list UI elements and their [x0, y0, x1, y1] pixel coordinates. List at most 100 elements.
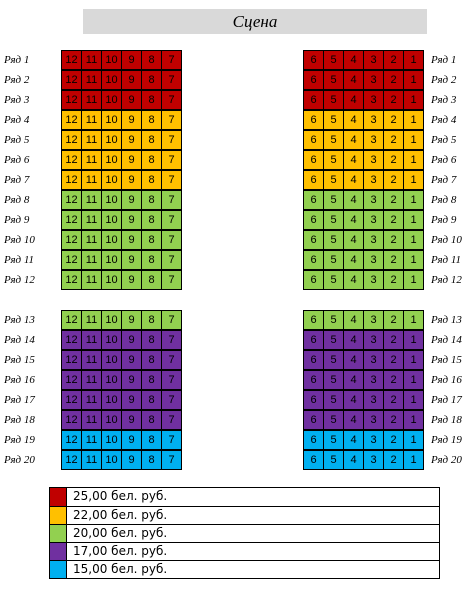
seat[interactable]: 8: [141, 410, 162, 430]
seat[interactable]: 12: [61, 110, 82, 130]
seat[interactable]: 5: [323, 190, 344, 210]
seat[interactable]: 7: [161, 450, 182, 470]
seat[interactable]: 2: [383, 110, 404, 130]
seat[interactable]: 12: [61, 430, 82, 450]
seat[interactable]: 4: [343, 370, 364, 390]
seat[interactable]: 9: [121, 70, 142, 90]
seat[interactable]: 1: [403, 230, 424, 250]
seat[interactable]: 4: [343, 430, 364, 450]
seat[interactable]: 1: [403, 110, 424, 130]
seat[interactable]: 4: [343, 190, 364, 210]
seat[interactable]: 2: [383, 310, 404, 330]
seat[interactable]: 5: [323, 90, 344, 110]
seat[interactable]: 3: [363, 170, 384, 190]
seat[interactable]: 12: [61, 410, 82, 430]
seat[interactable]: 8: [141, 430, 162, 450]
seat[interactable]: 4: [343, 170, 364, 190]
seat[interactable]: 9: [121, 110, 142, 130]
seat[interactable]: 1: [403, 250, 424, 270]
seat[interactable]: 6: [303, 410, 324, 430]
seat[interactable]: 5: [323, 150, 344, 170]
seat[interactable]: 9: [121, 450, 142, 470]
seat[interactable]: 11: [81, 70, 102, 90]
seat[interactable]: 8: [141, 210, 162, 230]
seat[interactable]: 12: [61, 330, 82, 350]
seat[interactable]: 7: [161, 350, 182, 370]
seat[interactable]: 5: [323, 130, 344, 150]
seat[interactable]: 4: [343, 210, 364, 230]
seat[interactable]: 6: [303, 310, 324, 330]
seat[interactable]: 4: [343, 450, 364, 470]
seat[interactable]: 1: [403, 50, 424, 70]
seat[interactable]: 1: [403, 390, 424, 410]
seat[interactable]: 7: [161, 90, 182, 110]
seat[interactable]: 4: [343, 390, 364, 410]
seat[interactable]: 5: [323, 210, 344, 230]
seat[interactable]: 7: [161, 250, 182, 270]
seat[interactable]: 3: [363, 90, 384, 110]
seat[interactable]: 2: [383, 330, 404, 350]
seat[interactable]: 5: [323, 410, 344, 430]
seat[interactable]: 9: [121, 390, 142, 410]
seat[interactable]: 9: [121, 430, 142, 450]
seat[interactable]: 3: [363, 330, 384, 350]
seat[interactable]: 10: [101, 70, 122, 90]
seat[interactable]: 8: [141, 110, 162, 130]
seat[interactable]: 8: [141, 190, 162, 210]
seat[interactable]: 12: [61, 170, 82, 190]
seat[interactable]: 12: [61, 350, 82, 370]
seat[interactable]: 2: [383, 70, 404, 90]
seat[interactable]: 7: [161, 310, 182, 330]
seat[interactable]: 2: [383, 250, 404, 270]
seat[interactable]: 3: [363, 350, 384, 370]
seat[interactable]: 9: [121, 170, 142, 190]
seat[interactable]: 4: [343, 310, 364, 330]
seat[interactable]: 5: [323, 110, 344, 130]
seat[interactable]: 5: [323, 330, 344, 350]
seat[interactable]: 9: [121, 130, 142, 150]
seat[interactable]: 5: [323, 390, 344, 410]
seat[interactable]: 2: [383, 90, 404, 110]
seat[interactable]: 5: [323, 350, 344, 370]
seat[interactable]: 3: [363, 310, 384, 330]
seat[interactable]: 10: [101, 310, 122, 330]
seat[interactable]: 4: [343, 70, 364, 90]
seat[interactable]: 10: [101, 170, 122, 190]
seat[interactable]: 7: [161, 150, 182, 170]
seat[interactable]: 4: [343, 90, 364, 110]
seat[interactable]: 2: [383, 370, 404, 390]
seat[interactable]: 7: [161, 270, 182, 290]
seat[interactable]: 1: [403, 270, 424, 290]
seat[interactable]: 9: [121, 230, 142, 250]
seat[interactable]: 6: [303, 450, 324, 470]
seat[interactable]: 4: [343, 350, 364, 370]
seat[interactable]: 3: [363, 130, 384, 150]
seat[interactable]: 6: [303, 250, 324, 270]
seat[interactable]: 9: [121, 250, 142, 270]
seat[interactable]: 8: [141, 50, 162, 70]
seat[interactable]: 11: [81, 50, 102, 70]
seat[interactable]: 10: [101, 390, 122, 410]
seat[interactable]: 7: [161, 410, 182, 430]
seat[interactable]: 9: [121, 330, 142, 350]
seat[interactable]: 10: [101, 130, 122, 150]
seat[interactable]: 9: [121, 50, 142, 70]
seat[interactable]: 6: [303, 150, 324, 170]
seat[interactable]: 11: [81, 210, 102, 230]
seat[interactable]: 12: [61, 230, 82, 250]
seat[interactable]: 10: [101, 410, 122, 430]
seat[interactable]: 1: [403, 190, 424, 210]
seat[interactable]: 12: [61, 50, 82, 70]
seat[interactable]: 2: [383, 450, 404, 470]
seat[interactable]: 3: [363, 230, 384, 250]
seat[interactable]: 12: [61, 250, 82, 270]
seat[interactable]: 3: [363, 70, 384, 90]
seat[interactable]: 9: [121, 190, 142, 210]
seat[interactable]: 8: [141, 450, 162, 470]
seat[interactable]: 4: [343, 130, 364, 150]
seat[interactable]: 5: [323, 50, 344, 70]
seat[interactable]: 5: [323, 310, 344, 330]
seat[interactable]: 7: [161, 130, 182, 150]
seat[interactable]: 1: [403, 350, 424, 370]
seat[interactable]: 7: [161, 430, 182, 450]
